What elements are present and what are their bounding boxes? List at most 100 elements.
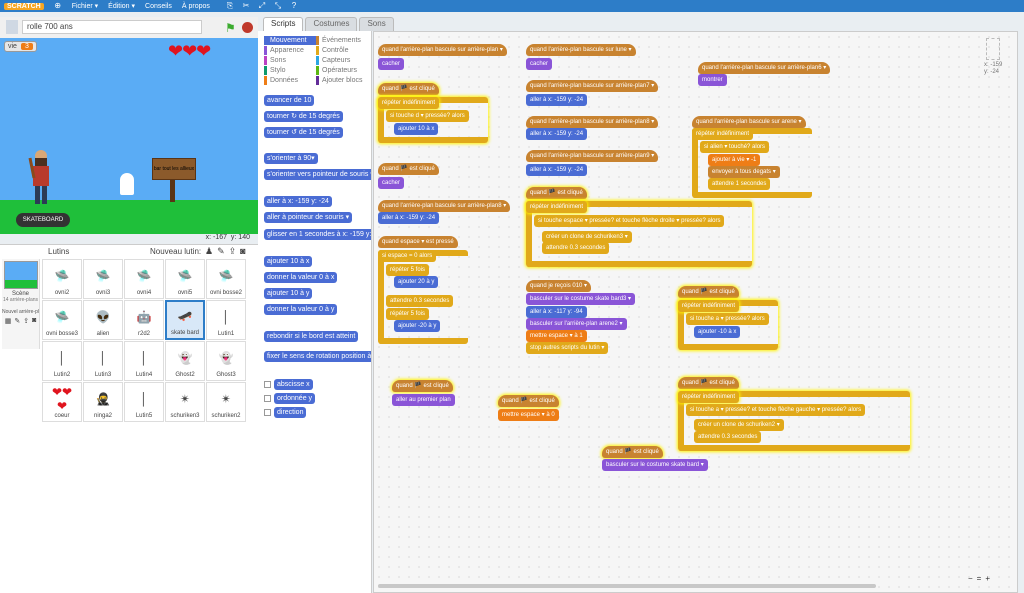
delete-icon[interactable]: ✂	[242, 1, 250, 10]
script-block[interactable]: quand 🏴 est cliqué	[526, 187, 587, 199]
script-block[interactable]: quand espace ▾ est pressé	[378, 236, 458, 248]
script-block[interactable]: quand l'arrière-plan bascule sur arrière…	[378, 200, 511, 212]
script-block[interactable]: quand l'arrière-plan bascule sur arrière…	[378, 44, 507, 56]
sprite-tile[interactable]: 🛸 ovni5	[165, 259, 205, 299]
script-block[interactable]: répéter indéfiniment	[678, 391, 740, 403]
script-block[interactable]: attendre 0.3 secondes	[542, 242, 610, 254]
script-block[interactable]: répéter indéfiniment	[692, 128, 754, 140]
script-block[interactable]: envoyer à tous degats ▾	[708, 166, 780, 178]
palette-block[interactable]: s'orienter à 90▾	[264, 153, 318, 164]
palette-block[interactable]: tourner ↺ de 15 degrés	[264, 127, 343, 138]
sprite-tile[interactable]: ✴ schuriken2	[206, 382, 246, 422]
scene-box[interactable]: Scène 14 arrière-plans Nouvel arrière-pl…	[2, 259, 40, 349]
palette-block[interactable]: avancer de 10	[264, 95, 315, 106]
upload-icon[interactable]: ⇪	[228, 246, 237, 256]
sprite-tile[interactable]: │ Lutin5	[124, 382, 164, 422]
scratch-logo[interactable]: SCRATCH	[4, 2, 44, 10]
checkbox[interactable]	[264, 409, 271, 416]
scene-thumbnail[interactable]	[3, 261, 38, 289]
camera-icon[interactable]: ◙	[240, 246, 246, 256]
sprite-tile[interactable]: │ Lutin1	[206, 300, 246, 340]
duplicate-icon[interactable]: ⎘	[226, 1, 234, 10]
sprite-tile[interactable]: │ Lutin2	[42, 341, 82, 381]
tab-scripts[interactable]: Scripts	[263, 17, 304, 31]
script-block[interactable]: attendre 1 secondes	[708, 178, 771, 190]
script-block[interactable]: aller à x: -159 y: -24	[526, 164, 588, 176]
script-block[interactable]: aller à x: -117 y: -94	[526, 306, 587, 318]
category-sensing[interactable]: Capteurs	[316, 56, 368, 65]
script-block[interactable]: cacher	[378, 177, 405, 189]
sign-sprite[interactable]: bar tout les allieux	[152, 158, 196, 180]
hipster-sprite[interactable]	[28, 148, 54, 208]
grow-icon[interactable]: ⤢	[258, 1, 266, 10]
zoom-out-icon[interactable]: −	[968, 574, 973, 583]
file-menu[interactable]: Fichier ▾	[71, 3, 99, 10]
ghost-sprite[interactable]	[120, 173, 134, 195]
sprite-tile[interactable]: 👽 alien	[83, 300, 123, 340]
script-block[interactable]: si alien ▾ touché? alors	[700, 141, 770, 153]
script-block[interactable]: quand l'arrière-plan bascule sur arrière…	[526, 80, 659, 92]
category-looks[interactable]: Apparence	[264, 46, 316, 55]
sprite-tile[interactable]: │ Lutin4	[124, 341, 164, 381]
script-block[interactable]: aller à x: -159 y: -24	[378, 212, 440, 224]
tab-sounds[interactable]: Sons	[359, 17, 394, 31]
category-more-blocks[interactable]: Ajouter blocs	[316, 76, 368, 85]
palette-block[interactable]: ajouter 10 à x	[264, 256, 313, 267]
script-block[interactable]: créer un clone de schuriken2 ▾	[694, 419, 784, 431]
script-block[interactable]: répéter indéfiniment	[378, 97, 440, 109]
script-block[interactable]: stop autres scripts du lutin ▾	[526, 342, 609, 354]
backdrop-upload-icon[interactable]: ⇪	[23, 318, 30, 325]
script-block[interactable]: aller au premier plan	[392, 394, 455, 406]
script-block[interactable]: créer un clone de schuriken3 ▾	[542, 231, 632, 243]
sprite-tile[interactable]: ❤❤❤ coeur	[42, 382, 82, 422]
script-block[interactable]: quand l'arrière-plan bascule sur arrière…	[526, 116, 659, 128]
script-block[interactable]: quand 🏴 est cliqué	[378, 163, 439, 175]
sprite-tile[interactable]: 🛸 ovni bosse3	[42, 300, 82, 340]
palette-block[interactable]: tourner ↻ de 15 degrés	[264, 111, 343, 122]
palette-block[interactable]: aller à pointeur de souris ▾	[264, 212, 353, 223]
script-block[interactable]: quand je reçois 010 ▾	[526, 280, 592, 292]
tips-menu[interactable]: Conseils	[145, 2, 172, 10]
shrink-icon[interactable]: ⤡	[274, 1, 282, 10]
category-motion[interactable]: Mouvement	[264, 36, 316, 45]
script-block[interactable]: ajouter 10 à x	[394, 123, 439, 135]
script-block[interactable]: répéter 5 fois	[386, 308, 430, 320]
palette-block[interactable]: s'orienter vers pointeur de souris ▾	[264, 169, 371, 180]
tab-costumes[interactable]: Costumes	[305, 17, 358, 31]
sprite-tile[interactable]: 🛸 ovni4	[124, 259, 164, 299]
category-operators[interactable]: Opérateurs	[316, 66, 368, 75]
script-block[interactable]: quand 🏴 est cliqué	[392, 380, 453, 392]
green-flag-icon[interactable]: ⚑	[225, 21, 236, 35]
stage[interactable]: vie 3 ❤❤❤ bar tout les allieux SKATEBOAR…	[0, 38, 258, 234]
sprite-library-icon[interactable]: ♟	[205, 246, 214, 256]
category-events[interactable]: Événements	[316, 36, 368, 45]
script-block[interactable]: quand l'arrière-plan bascule sur arene ▾	[692, 116, 806, 128]
sprite-tile[interactable]: 🥷 ninga2	[83, 382, 123, 422]
script-block[interactable]: attendre 0.3 secondes	[694, 431, 762, 443]
script-block[interactable]: répéter indéfiniment	[678, 300, 740, 312]
script-block[interactable]: si touche a ▾ pressée? et touche flèche …	[686, 404, 866, 416]
sprite-tile[interactable]: ✴ schuriken3	[165, 382, 205, 422]
palette-block[interactable]: rebondir si le bord est atteint	[264, 331, 359, 342]
skate-logo-sprite[interactable]: SKATEBOARD	[16, 213, 70, 227]
script-block[interactable]: si touche espace ▾ pressée? et touche fl…	[534, 215, 725, 227]
sprite-tile[interactable]: │ Lutin3	[83, 341, 123, 381]
script-block[interactable]: répéter 5 fois	[386, 264, 430, 276]
palette-block[interactable]: donner la valeur 0 à x	[264, 272, 338, 283]
script-block[interactable]: aller à x: -159 y: -24	[526, 94, 588, 106]
script-block[interactable]: aller à x: -159 y: -24	[526, 128, 588, 140]
script-block[interactable]: quand l'arrière-plan bascule sur lune ▾	[526, 44, 636, 56]
script-block[interactable]: attendre 0.3 secondes	[386, 295, 454, 307]
paint-icon[interactable]: ✎	[217, 246, 225, 256]
palette-block[interactable]: glisser en 1 secondes à x: -159 y:	[264, 229, 371, 240]
script-block[interactable]: cacher	[526, 58, 553, 70]
script-block[interactable]: si touche a ▾ pressée? alors	[686, 313, 769, 325]
checkbox[interactable]	[264, 381, 271, 388]
script-block[interactable]: si touche d ▾ pressée? alors	[386, 110, 469, 122]
sprite-tile[interactable]: 🛸 ovni bosse2	[206, 259, 246, 299]
script-block[interactable]: répéter indéfiniment	[526, 201, 588, 213]
script-block[interactable]: montrer	[698, 74, 727, 86]
script-block[interactable]: quand 🏴 est cliqué	[678, 286, 739, 298]
backdrop-library-icon[interactable]: ▦	[4, 318, 12, 325]
category-pen[interactable]: Stylo	[264, 66, 316, 75]
